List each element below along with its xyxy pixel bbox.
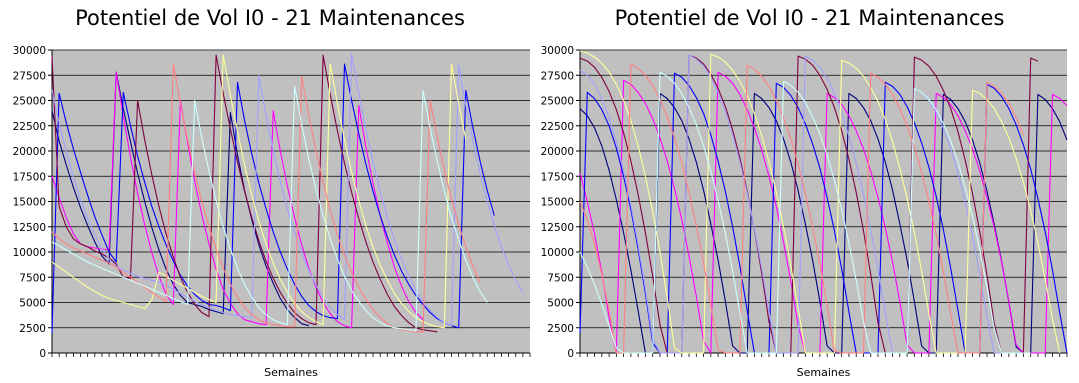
series-line-6 (51, 54, 467, 329)
series-line-4 (51, 54, 438, 333)
line-chart-left: 0 2500 5000 7500 10000 12500 15000 17500 20000 22… (13, 45, 531, 360)
y-tick-label: 10000 (13, 247, 46, 259)
chart-title: Potentiel de Vol I0 - 21 Maintenances (75, 6, 465, 30)
y-tick-label: 0 (567, 348, 574, 360)
y-tick-label: 25000 (541, 96, 574, 108)
y-tick-label: 30000 (13, 45, 46, 57)
series-line-2 (579, 71, 1068, 354)
y-tick-label: 5000 (547, 298, 574, 310)
y-tick-label: 30000 (541, 45, 574, 57)
y-tick-label: 2500 (19, 323, 46, 335)
y-tick-label: 22500 (13, 121, 46, 133)
series-line-5 (579, 54, 1009, 354)
y-tick-label: 20000 (13, 146, 46, 158)
y-tick-label: 12500 (13, 222, 46, 234)
y-tick-label: 17500 (13, 171, 46, 183)
y-tick-label: 15000 (541, 197, 574, 209)
y-tick-label: 2500 (547, 323, 574, 335)
series-line-7 (579, 63, 1024, 354)
chart-panel-right: Potentiel de Vol I0 - 21 Maintenances 0 2… (540, 0, 1079, 383)
series-line-1 (579, 92, 1068, 354)
x-axis-label: Semaines (264, 366, 318, 379)
y-tick-label: 25000 (13, 96, 46, 108)
series-line-1 (51, 71, 309, 327)
y-tick-label: 22500 (541, 121, 574, 133)
series-line-2 (51, 71, 424, 329)
series-line-6 (579, 50, 1061, 354)
y-tick-label: 5000 (19, 298, 46, 310)
series-line-4 (579, 54, 1039, 354)
y-tick-label: 10000 (541, 247, 574, 259)
y-tick-label: 0 (39, 348, 46, 360)
y-tick-label: 27500 (541, 70, 574, 82)
y-tick-label: 7500 (547, 272, 574, 284)
chart-title: Potentiel de Vol I0 - 21 Maintenances (614, 6, 1005, 30)
x-axis-label: Semaines (796, 366, 851, 379)
series-line-3 (51, 63, 495, 333)
series-line-7 (51, 63, 481, 333)
chart-panel-left: Potentiel de Vol I0 - 21 Maintenances 0 2… (13, 6, 531, 379)
y-tick-label: 17500 (541, 171, 574, 183)
y-tick-label: 20000 (541, 146, 574, 158)
y-tick-label: 15000 (13, 197, 46, 209)
y-tick-label: 27500 (13, 70, 46, 82)
series-line-8 (579, 71, 1031, 354)
y-tick-label: 7500 (19, 272, 46, 284)
series-line-8 (51, 85, 488, 332)
line-chart-right: 0 2500 5000 7500 10000 12500 15000 17500 20000 22… (541, 45, 1068, 360)
y-tick-label: 12500 (541, 222, 574, 234)
